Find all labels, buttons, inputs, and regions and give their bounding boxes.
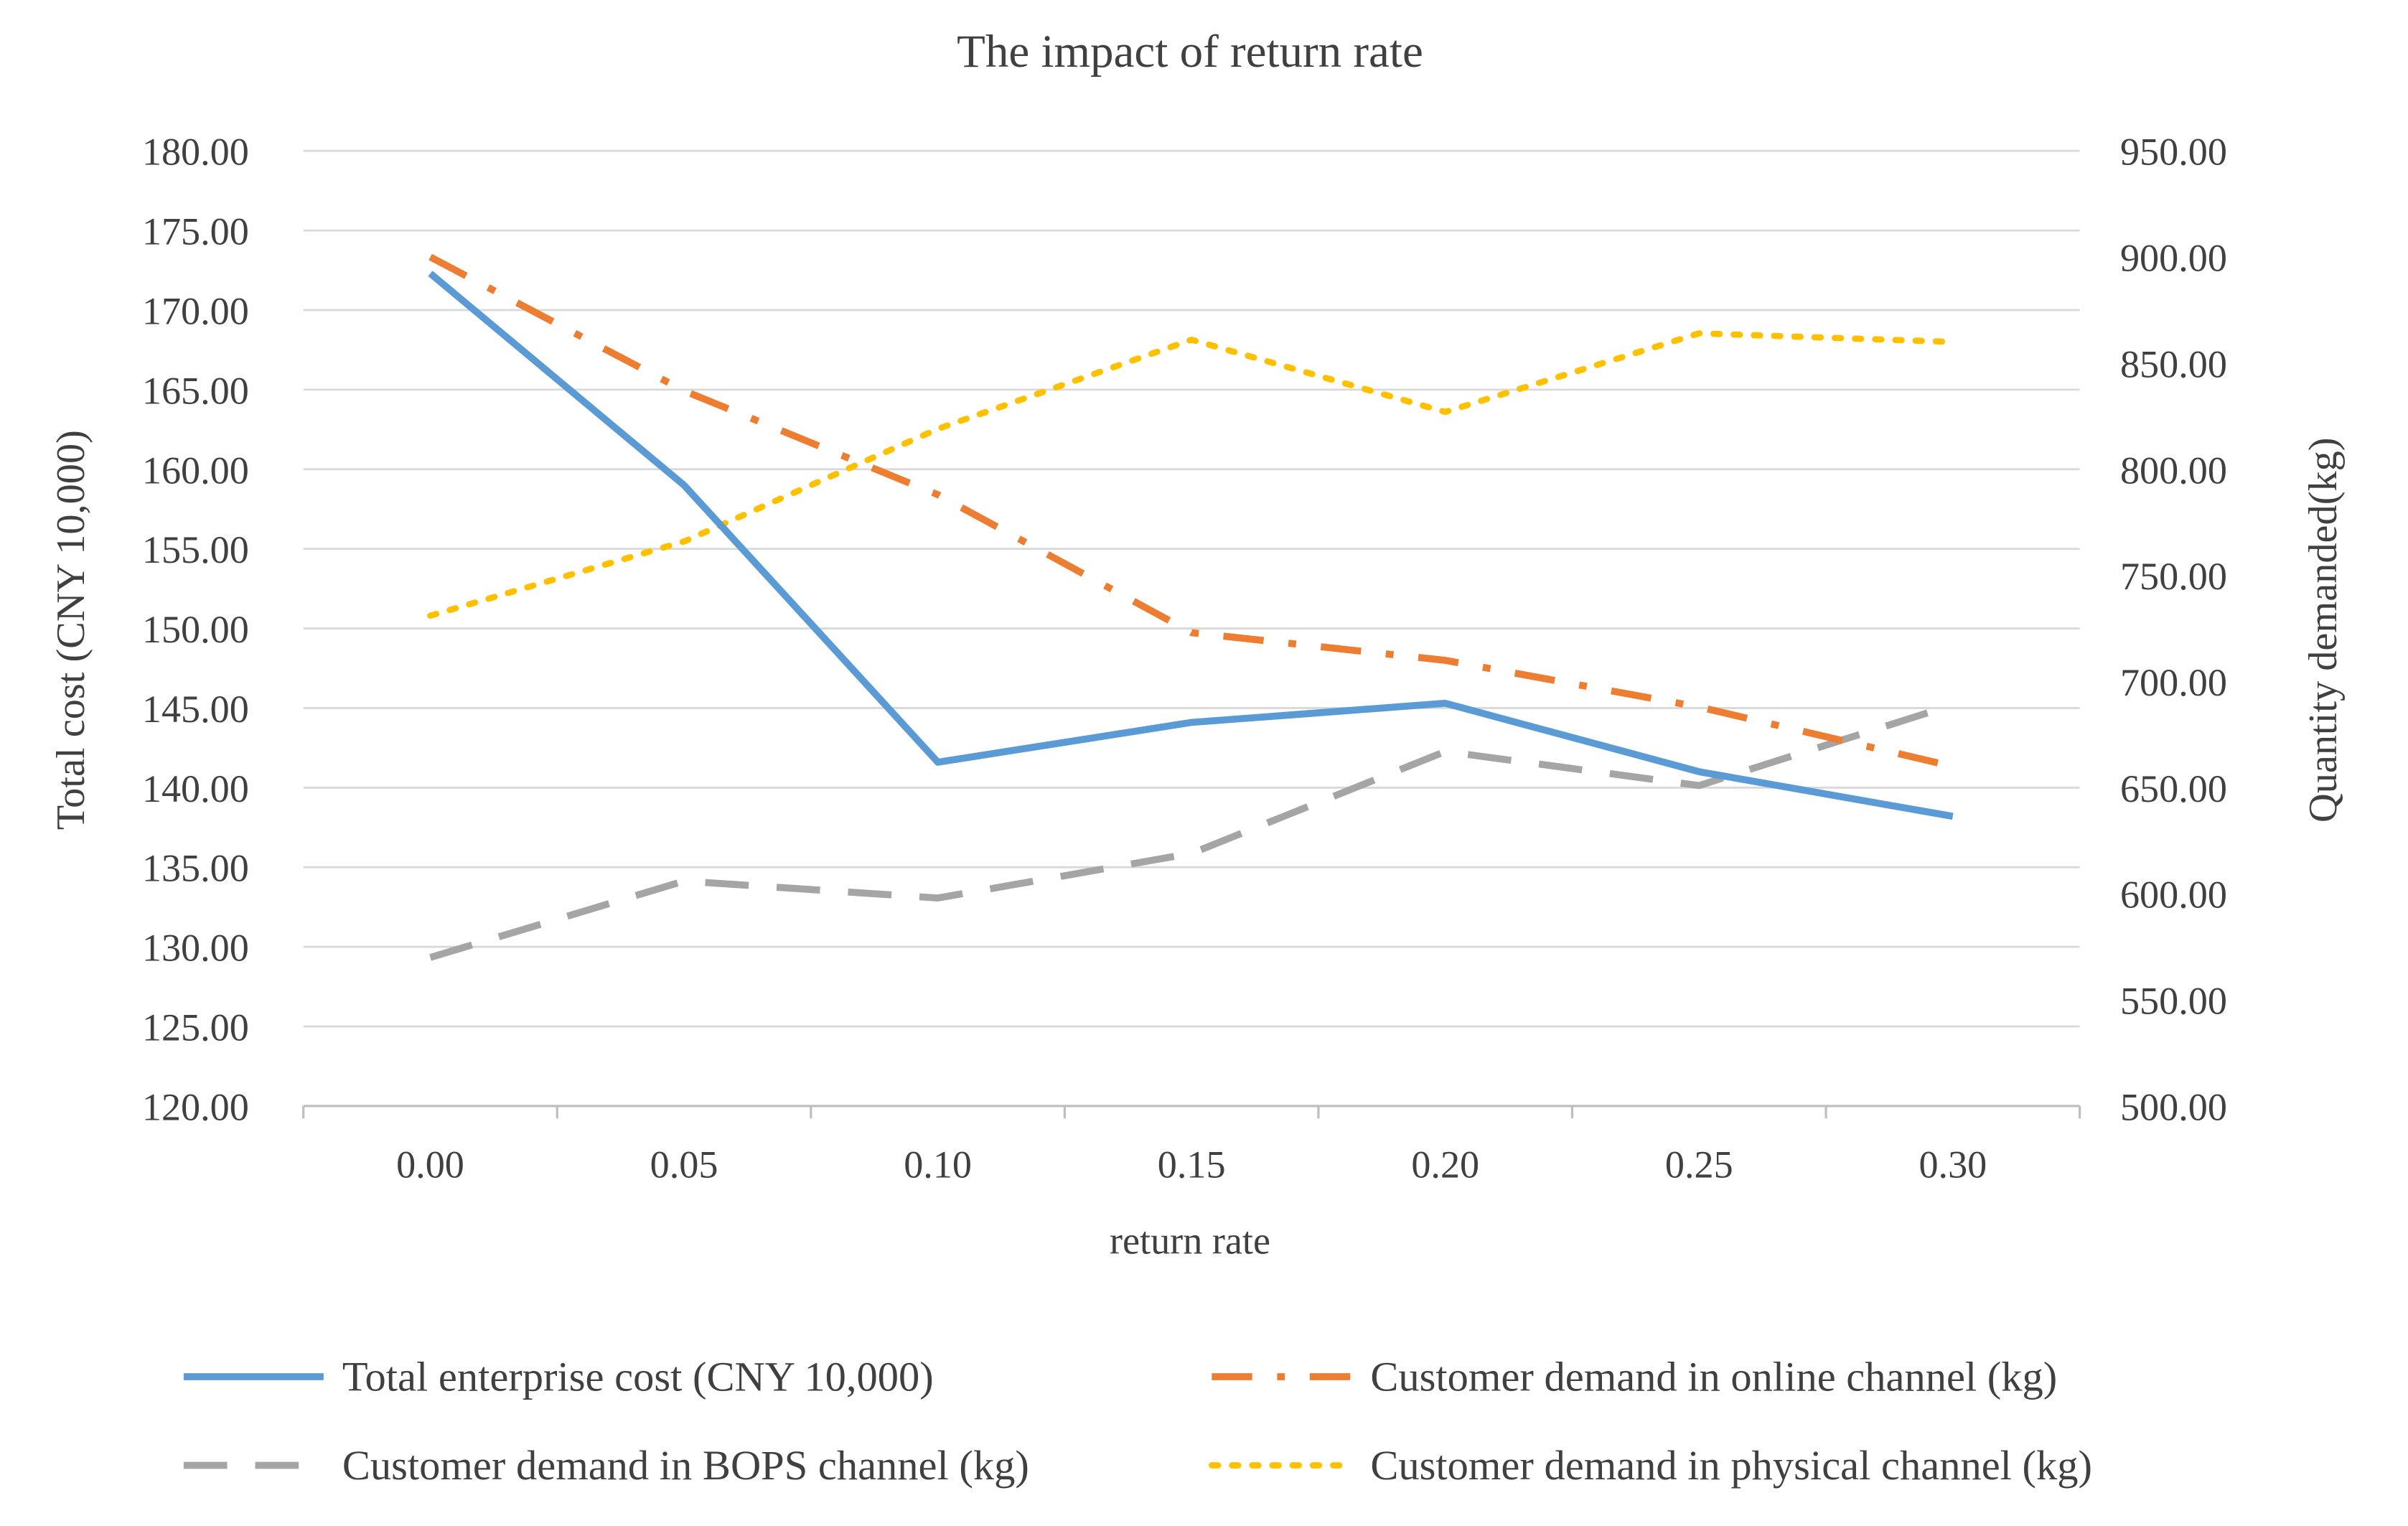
left-tick-label: 175.00 [142, 210, 249, 253]
left-tick-label: 150.00 [142, 608, 249, 651]
left-tick-label: 160.00 [142, 449, 249, 492]
x-tick-label: 0.30 [1919, 1143, 1987, 1186]
gridlines [303, 149, 2080, 1108]
series-line-0 [428, 271, 1954, 820]
series-line-1 [428, 253, 1954, 770]
left-tick-label: 130.00 [142, 927, 249, 970]
series-line-3 [427, 330, 1957, 619]
x-tick-label: 0.10 [904, 1143, 972, 1186]
left-tick-label: 170.00 [142, 289, 249, 332]
left-tick-label: 180.00 [142, 131, 249, 174]
left-tick-label: 155.00 [142, 528, 249, 571]
left-tick-label: 140.00 [142, 767, 249, 810]
left-tick-label: 135.00 [142, 847, 249, 890]
x-tick-label: 0.00 [396, 1143, 464, 1186]
left-tick-label: 165.00 [142, 369, 249, 412]
left-tick-label: 145.00 [142, 688, 249, 731]
left-tick-label: 125.00 [142, 1006, 249, 1049]
x-tick-label: 0.15 [1158, 1143, 1226, 1186]
left-axis-ticks: 120.00 125.00 130.00 135.00 140.00 145.00 150.… [142, 131, 249, 1129]
legend: Total enterprise cost (CNY 10,000) Custom… [183, 1353, 2092, 1489]
x-tick-label: 0.20 [1411, 1143, 1479, 1186]
right-tick-label: 550.00 [2120, 980, 2227, 1023]
legend-label-0: Total enterprise cost (CNY 10,000) [342, 1353, 934, 1400]
x-axis-title: return rate [1110, 1220, 1270, 1263]
x-tick-label: 0.05 [650, 1143, 718, 1186]
right-tick-label: 650.00 [2120, 767, 2227, 810]
legend-label-1: Customer demand in online channel (kg) [1370, 1353, 2057, 1400]
right-tick-label: 700.00 [2120, 661, 2227, 704]
x-tick-label: 0.25 [1665, 1143, 1733, 1186]
right-tick-label: 600.00 [2120, 874, 2227, 917]
right-tick-label: 850.00 [2120, 342, 2227, 385]
right-axis-title: Quantity demanded(kg) [2301, 437, 2346, 823]
right-tick-label: 750.00 [2120, 555, 2227, 598]
chart-title: The impact of return rate [957, 26, 1423, 78]
left-tick-label: 120.00 [142, 1085, 249, 1128]
left-axis-title: Total cost (CNY 10,000) [49, 430, 93, 830]
x-axis: 0.00 0.05 0.10 0.15 0.20 0.25 0.30 [302, 1105, 2081, 1186]
right-tick-label: 950.00 [2120, 131, 2227, 174]
right-tick-label: 500.00 [2120, 1085, 2227, 1128]
legend-label-3: Customer demand in physical channel (kg) [1370, 1442, 2092, 1489]
right-axis-ticks: 500.00 550.00 600.00 650.00 700.00 750.00 800.… [2120, 131, 2227, 1129]
legend-label-2: Customer demand in BOPS channel (kg) [342, 1442, 1029, 1489]
series-layer [427, 253, 1957, 961]
series-line-2 [429, 701, 1954, 961]
right-tick-label: 900.00 [2120, 237, 2227, 280]
right-tick-label: 800.00 [2120, 449, 2227, 492]
